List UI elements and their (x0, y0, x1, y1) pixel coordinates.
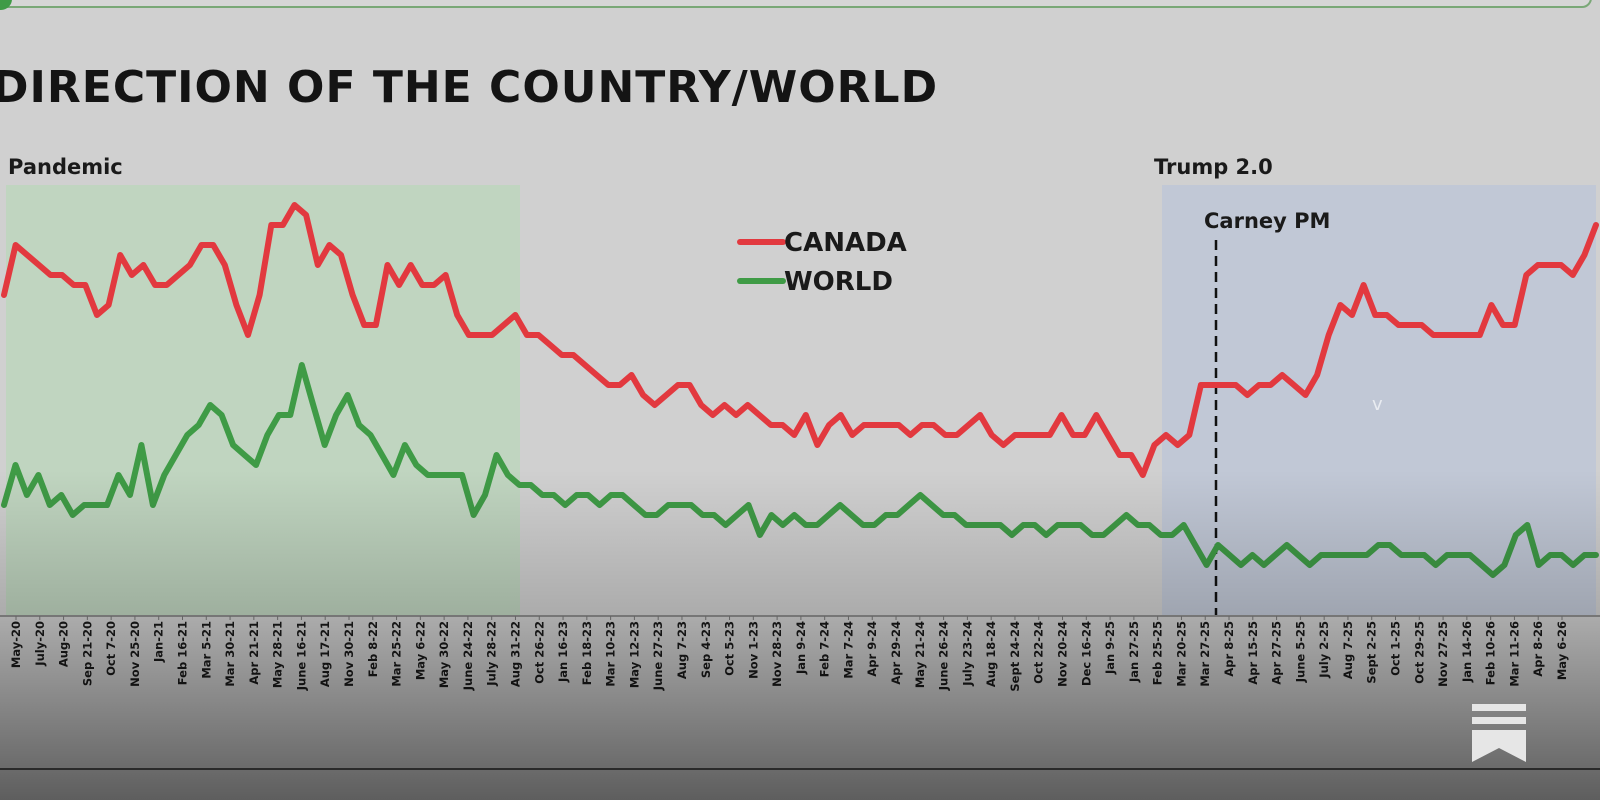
x-tick-label: May 6-26 (1555, 621, 1569, 680)
stray-text: v (1372, 394, 1383, 415)
x-tick-label: Sep 4-23 (699, 621, 713, 678)
chart-title: DIRECTION OF THE COUNTRY/WORLD (0, 62, 939, 113)
x-tick-label: Feb 18-23 (580, 621, 594, 685)
x-tick-label: May 28-21 (271, 621, 285, 688)
region-label-trump-2-0: Trump 2.0 (1154, 155, 1273, 179)
x-tick-label: July 23-24 (960, 621, 974, 687)
x-tick-label: Mar 7-24 (842, 621, 856, 679)
x-tick-label: July 28-22 (485, 621, 499, 687)
x-tick-label: Apr 27-25 (1270, 621, 1284, 685)
x-tick-label: Apr 15-25 (1246, 621, 1260, 685)
x-tick-label: Sep 21-20 (80, 621, 94, 686)
x-tick-label: Mar 27-25 (1198, 621, 1212, 687)
status-dot (0, 0, 12, 10)
x-tick-label: June 26-24 (937, 621, 951, 691)
x-tick-label: Nov 28-23 (770, 621, 784, 687)
x-tick-label: Aug 18-24 (984, 621, 998, 687)
x-tick-label: Oct 29-25 (1412, 621, 1426, 684)
x-tick-label: Feb 7-24 (818, 621, 832, 677)
series-line-canada (1, 202, 1599, 478)
x-tick-label: Jan-21 (152, 621, 166, 663)
x-tick-label: Jan 16-23 (556, 621, 570, 683)
x-tick-label: Nov 1-23 (746, 621, 760, 679)
x-tick-label: Oct 26-22 (532, 621, 546, 684)
bottom-divider (0, 768, 1600, 770)
x-tick-label: Nov 25-20 (128, 621, 142, 687)
annotation-label: Carney PM (1204, 209, 1330, 233)
x-tick-label: Aug 7-23 (675, 621, 689, 679)
x-tick-label: May-20 (9, 621, 23, 668)
x-tick-label: Jan 27-25 (1127, 621, 1141, 683)
x-tick-label: July-20 (33, 621, 47, 667)
x-tick-label: Oct 7-20 (104, 621, 118, 676)
legend-label-canada: CANADA (784, 228, 907, 258)
x-tick-label: Nov 20-24 (1056, 621, 1070, 687)
x-tick-label: Aug 7-25 (1341, 621, 1355, 679)
region-label-pandemic: Pandemic (8, 155, 123, 179)
x-tick-label: Mar 11-26 (1507, 621, 1521, 687)
x-tick-label: Apr 29-24 (889, 621, 903, 685)
x-tick-label: Mar 25-22 (390, 621, 404, 687)
x-tick-label: May 21-24 (913, 621, 927, 688)
x-tick-label: Aug 31-22 (509, 621, 523, 687)
x-tick-label: June 24-22 (461, 621, 475, 691)
x-tick-label: June 27-23 (651, 621, 665, 691)
x-tick-label: Feb 10-26 (1484, 621, 1498, 685)
x-tick-label: Apr 8-25 (1222, 621, 1236, 677)
shaded-region-pandemic (6, 185, 520, 615)
x-tick-label: Dec 16-24 (1079, 621, 1093, 686)
legend-label-world: WORLD (784, 267, 893, 297)
bookmark-icon[interactable] (1470, 702, 1528, 764)
x-tick-label: June 5-25 (1293, 621, 1307, 683)
x-tick-label: July 2-25 (1317, 621, 1331, 679)
x-tick-label: Aug 17-21 (318, 621, 332, 687)
x-tick-label: May 30-22 (437, 621, 451, 688)
x-tick-label: Nov 30-21 (342, 621, 356, 687)
x-tick-label: Nov 27-25 (1436, 621, 1450, 687)
x-tick-label: Feb 8-22 (366, 621, 380, 677)
x-tick-label: Oct 1-25 (1389, 621, 1403, 676)
x-tick-label: Mar 10-23 (604, 621, 618, 687)
x-tick-label: Feb 16-21 (176, 621, 190, 685)
x-tick-label: May 6-22 (413, 621, 427, 680)
x-tick-label: Mar 30-21 (223, 621, 237, 687)
x-tick-label: Oct 5-23 (723, 621, 737, 676)
x-tick-label: Jan 14-26 (1460, 621, 1474, 683)
x-tick-label: Apr 21-21 (247, 621, 261, 685)
x-tick-label: Jan 9-25 (1103, 621, 1117, 675)
x-tick-label: Sept 24-24 (1008, 621, 1022, 692)
x-tick-label: Sept 2-25 (1365, 621, 1379, 684)
x-tick-label: Feb 25-25 (1151, 621, 1165, 685)
x-tick-label: June 16-21 (294, 621, 308, 691)
x-tick-label: Apr 9-24 (865, 621, 879, 677)
x-tick-label: Aug-20 (57, 621, 71, 667)
x-tick-label: Apr 8-26 (1531, 621, 1545, 677)
x-tick-label: Oct 22-24 (1032, 621, 1046, 684)
x-tick-label: May 12-23 (627, 621, 641, 688)
x-tick-label: Jan 9-24 (794, 621, 808, 675)
x-tick-label: Mar 20-25 (1174, 621, 1188, 687)
x-tick-label: Mar 5-21 (199, 621, 213, 679)
